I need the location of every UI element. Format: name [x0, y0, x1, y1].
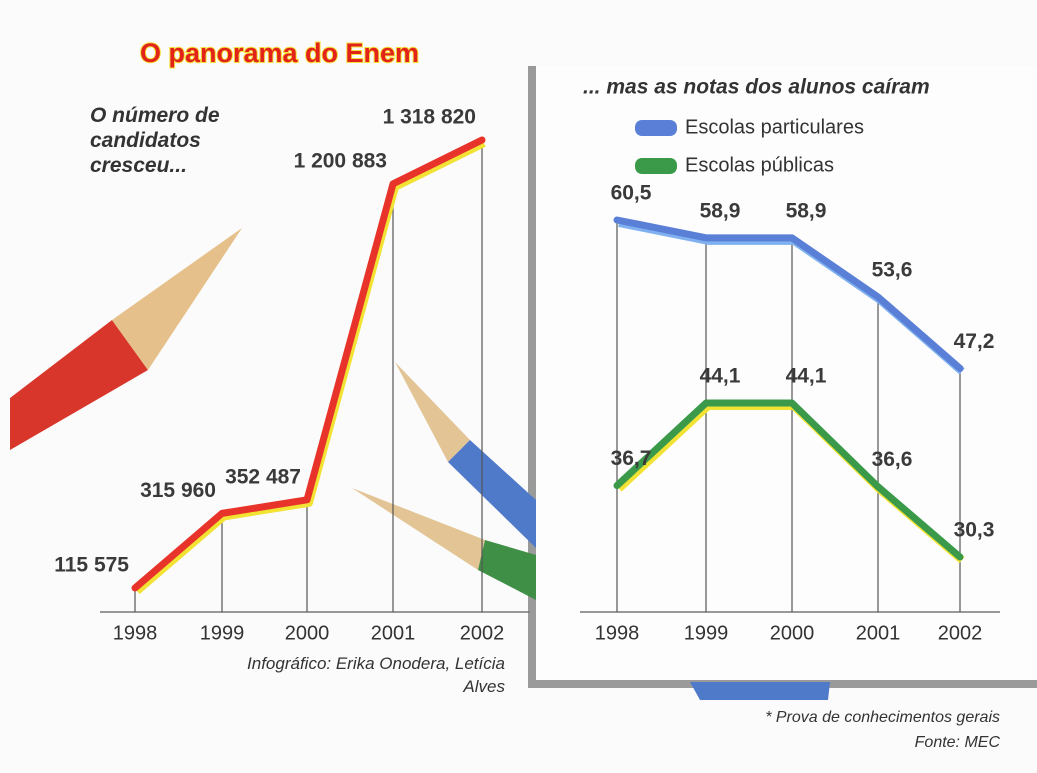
- legend-label: Escolas públicas: [685, 154, 834, 176]
- value-label: 115 575: [54, 554, 129, 577]
- legend-label: Escolas particulares: [685, 116, 864, 138]
- value-label: 60,5: [611, 182, 652, 205]
- page: O panorama do Enem ... mas as notas dos …: [0, 0, 1037, 773]
- source: Fonte: MEC: [915, 734, 1001, 751]
- chart-title: O número de candidatos cresceu...: [90, 103, 270, 178]
- pencil: [478, 540, 536, 600]
- value-label: 44,1: [786, 365, 827, 388]
- pencil-tip: [395, 362, 470, 462]
- value-label: 315 960: [140, 479, 216, 502]
- x-tick-label: 2000: [285, 622, 330, 644]
- pencil: [690, 682, 830, 700]
- value-label: 44,1: [700, 365, 741, 388]
- pencil-tip: [352, 488, 485, 570]
- x-tick-label: 2001: [371, 622, 416, 644]
- value-label: 1 200 883: [294, 149, 387, 172]
- value-label: 36,6: [872, 448, 913, 471]
- value-label: 1 318 820: [383, 106, 476, 129]
- x-tick-label: 2002: [938, 622, 983, 644]
- value-label: 36,7: [611, 447, 652, 470]
- main-title: O panorama do Enem: [140, 38, 419, 68]
- x-tick-label: 2000: [770, 622, 815, 644]
- legend-swatch: [635, 158, 677, 174]
- chart-title: ... mas as notas dos alunos caíram: [583, 76, 930, 99]
- x-tick-label: 1999: [200, 622, 245, 644]
- x-tick-label: 2002: [460, 622, 505, 644]
- value-label: 58,9: [700, 199, 741, 222]
- value-label: 58,9: [786, 199, 827, 222]
- value-label: 47,2: [954, 330, 995, 353]
- value-label: 352 487: [225, 465, 301, 488]
- credit: Infográfico: Erika Onodera, Letícia Alve…: [230, 652, 505, 698]
- legend-swatch: [635, 120, 677, 136]
- x-tick-label: 1998: [113, 622, 158, 644]
- x-tick-label: 1998: [595, 622, 640, 644]
- x-tick-label: 1999: [684, 622, 729, 644]
- value-label: 30,3: [954, 519, 995, 542]
- x-tick-label: 2001: [856, 622, 901, 644]
- value-label: 53,6: [872, 259, 913, 282]
- footnote: * Prova de conhecimentos gerais: [765, 709, 1000, 726]
